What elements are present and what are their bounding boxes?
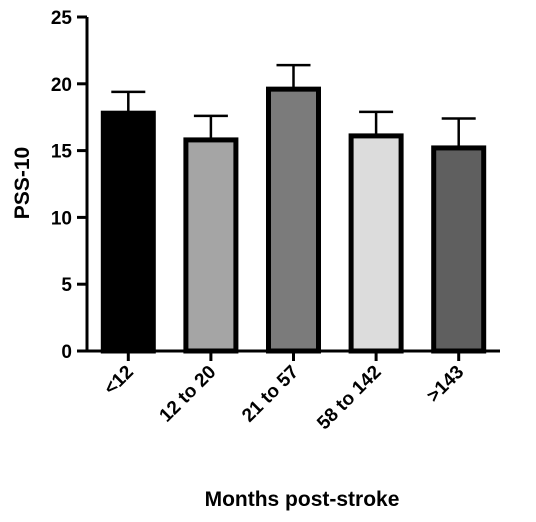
bars: [100, 86, 487, 354]
bar: [431, 145, 487, 354]
x-tick-label: 12 to 20: [156, 362, 221, 427]
bar: [348, 133, 404, 354]
y-tick-label: 0: [61, 342, 72, 363]
bar: [100, 110, 156, 354]
x-tick-label: 58 to 142: [313, 362, 385, 434]
y-tick-label: 15: [51, 142, 73, 163]
x-tick-label: 21 to 57: [238, 362, 303, 427]
x-axis-title: Months post-stroke: [205, 488, 400, 511]
bar: [266, 86, 321, 354]
y-tick-label: 25: [51, 8, 73, 29]
error-bars: [111, 63, 476, 148]
x-tick-label: >143: [423, 362, 468, 407]
y-axis: 0 5 10 15 20 25: [51, 8, 89, 363]
y-axis-title: PSS-10: [11, 147, 34, 219]
y-tick-label: 10: [51, 208, 72, 229]
bar: [183, 137, 239, 354]
x-axis: <12 12 to 20 21 to 57 58 to 142 >143: [85, 349, 500, 434]
y-tick-label: 5: [61, 275, 72, 296]
y-tick-label: 20: [51, 75, 72, 96]
x-tick-label: <12: [100, 362, 138, 400]
